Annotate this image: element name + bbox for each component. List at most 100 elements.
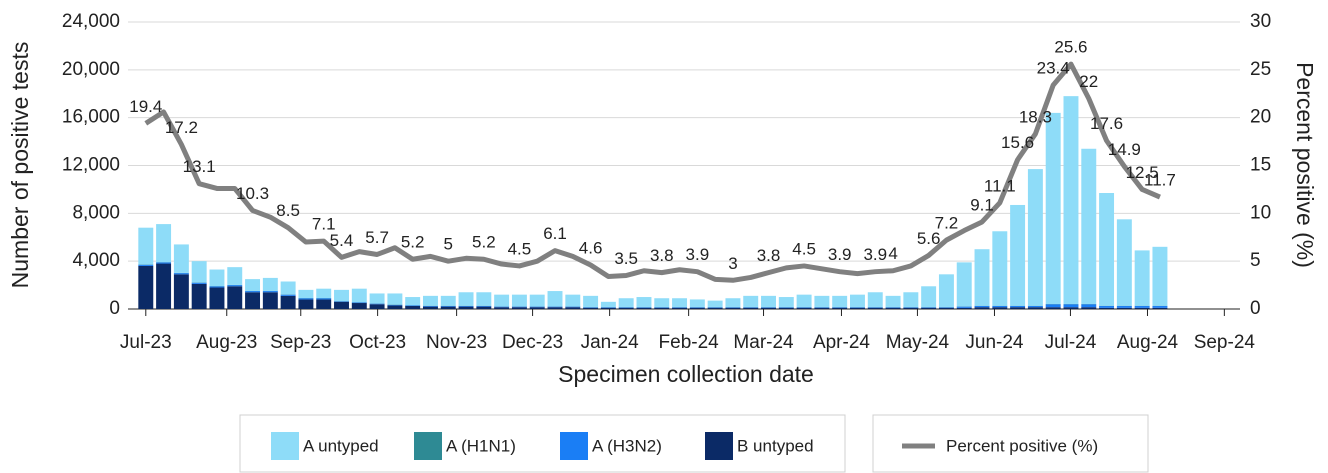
bar-segment	[992, 306, 1008, 308]
bar-segment	[1027, 307, 1043, 309]
bar-segment	[351, 288, 367, 303]
data-label: 5.2	[472, 233, 496, 252]
y-tick-label: 12,000	[62, 155, 120, 176]
bar-segment	[707, 307, 723, 308]
bar-segment	[511, 294, 527, 307]
y-tick-label: 8,000	[72, 202, 120, 223]
bar-segment	[672, 307, 688, 309]
bar-segment	[369, 303, 385, 305]
x-tick-label: Dec-23	[502, 332, 563, 353]
data-label: 4	[888, 244, 897, 263]
bar-segment	[227, 285, 243, 287]
bar-segment	[1134, 250, 1150, 306]
bar-segment	[387, 305, 403, 309]
line	[144, 61, 1161, 283]
x-tick-label: Mar-24	[733, 332, 794, 353]
data-label: 7.2	[935, 214, 959, 233]
bar-segment	[422, 306, 438, 309]
data-label: 3.5	[614, 249, 638, 268]
y-axis-title: Number of positive tests	[7, 42, 33, 289]
x-tick-label: Oct-23	[349, 332, 406, 353]
bar-segment	[173, 273, 189, 275]
legend-label: B untyped	[737, 436, 814, 455]
bar-segment	[867, 307, 883, 309]
data-label: 3.9	[828, 245, 852, 264]
bar-segment	[334, 289, 349, 301]
x-tick-label: Jan-24	[581, 332, 640, 353]
bar-segment	[1081, 307, 1097, 309]
bar-segment	[778, 307, 794, 308]
legend-box	[872, 414, 1149, 473]
legend-swatch	[414, 432, 442, 460]
bar-segment	[547, 306, 563, 308]
data-label: 3.8	[757, 246, 781, 265]
bar-segment	[191, 282, 207, 284]
bar-segment	[654, 307, 670, 308]
bar-segment	[992, 307, 1008, 309]
bar-segment	[191, 283, 207, 309]
legend-label: Percent positive (%)	[946, 436, 1098, 455]
data-label: 25.6	[1054, 38, 1087, 57]
bar-segment	[903, 307, 919, 308]
bar-segment	[422, 306, 438, 307]
x-tick-label: May-24	[886, 332, 950, 353]
bar-segment	[369, 293, 385, 304]
bar-segment	[743, 307, 759, 309]
x-tick-label: Sep-23	[270, 332, 331, 353]
bar-segment	[227, 267, 243, 285]
bar-segment	[832, 295, 848, 307]
y-tick-label: 20,000	[62, 59, 120, 80]
data-label: 17.2	[165, 118, 198, 137]
bar-segment	[369, 304, 385, 309]
bar-segment	[565, 294, 581, 307]
bar-segment	[191, 261, 207, 283]
bar-segment	[156, 224, 172, 263]
y-tick-label: 16,000	[62, 107, 120, 128]
bar-segment	[814, 307, 830, 309]
bar-segment	[885, 307, 901, 309]
data-label: 5.7	[365, 228, 389, 247]
bar-segment	[494, 306, 510, 308]
bar-segment	[529, 307, 545, 309]
bar-segment	[173, 274, 189, 309]
bar-segment	[494, 307, 510, 309]
bar-segment	[316, 288, 332, 298]
bar-segment	[262, 291, 278, 293]
bar-segment	[761, 295, 776, 307]
bar-segment	[743, 295, 759, 307]
bar-segment	[422, 295, 438, 306]
bar-segment	[138, 227, 154, 265]
bar-segment	[440, 295, 456, 306]
bar-segment	[761, 307, 776, 309]
bar-segment	[1152, 306, 1168, 308]
bar-segment	[1099, 307, 1115, 309]
bar-segment	[956, 262, 972, 307]
bar-segment	[903, 292, 919, 307]
bar-segment	[1134, 306, 1150, 308]
bar-segment	[974, 249, 990, 306]
data-label: 7.1	[312, 215, 336, 234]
bar-segment	[814, 307, 830, 308]
bar-segment	[583, 307, 599, 308]
bar-segment	[334, 301, 349, 309]
bar-segment	[778, 297, 794, 307]
bar-segment	[921, 307, 937, 308]
bar-segment	[636, 307, 652, 308]
bar-segment	[1063, 96, 1079, 304]
y-tick-label: 24,000	[62, 11, 120, 32]
bar-segment	[600, 307, 616, 308]
x-tick-label: Sep-24	[1194, 332, 1256, 353]
data-label: 5.6	[917, 229, 941, 248]
bar-segment	[511, 306, 527, 308]
bar-segment	[867, 307, 883, 308]
bar-segment	[1027, 169, 1043, 306]
data-label: 3.8	[650, 246, 674, 265]
bar-segment	[1027, 306, 1043, 308]
data-label: 10.3	[236, 184, 269, 203]
bar-segment	[298, 289, 314, 298]
y2-tick-label: 20	[1250, 107, 1271, 128]
bar-segment	[405, 297, 421, 306]
bar-segment	[405, 305, 421, 307]
data-label: 17.6	[1090, 114, 1123, 133]
bar-segment	[1045, 307, 1061, 309]
